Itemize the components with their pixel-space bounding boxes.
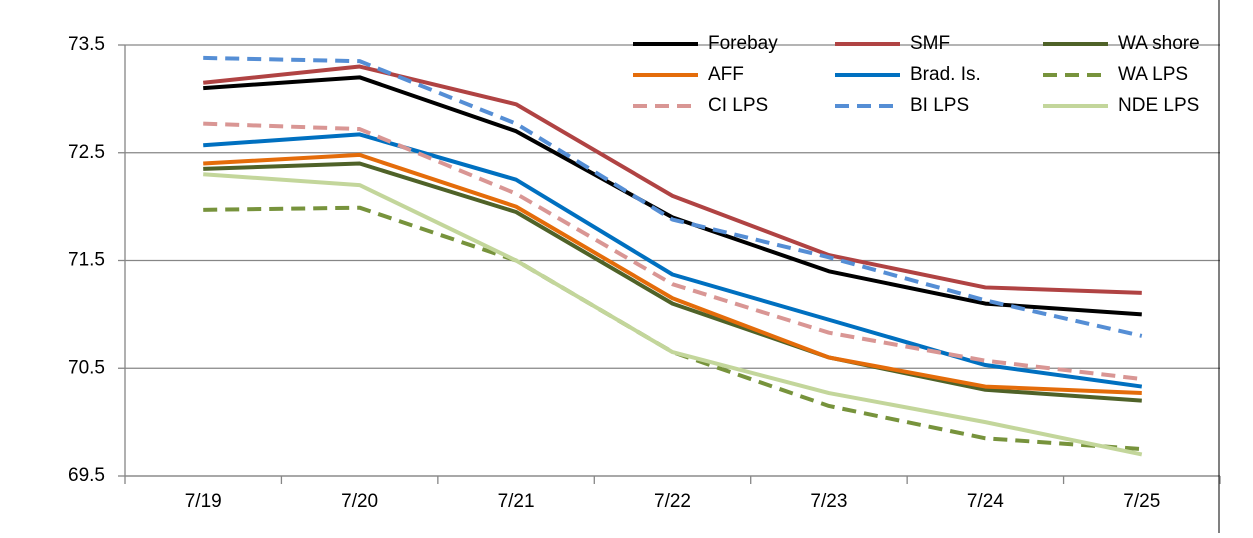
x-tick-label: 7/21 [498,491,535,512]
legend-label: NDE LPS [1118,95,1199,116]
x-tick-label: 7/22 [654,491,691,512]
series-line [203,205,1142,452]
x-tick-label: 7/25 [1123,491,1160,512]
x-tick-label: 7/24 [967,491,1004,512]
x-tick-label: 7/20 [341,491,378,512]
y-tick-label: 71.5 [68,250,105,271]
y-tick-label: 73.5 [68,34,105,55]
y-tick-label: 72.5 [68,142,105,163]
series-line [203,152,1142,396]
series-line [203,161,1142,403]
legend-label: WA shore [1118,33,1200,54]
legend-label: Forebay [708,33,778,54]
series-line [203,64,1142,295]
y-tick-label: 70.5 [68,357,105,378]
legend-label: WA LPS [1118,64,1188,85]
y-tick-label: 69.5 [68,465,105,486]
legend-label: AFF [708,64,744,85]
legend-label: SMF [910,33,950,54]
legend-label: Brad. Is. [910,64,981,85]
x-tick-label: 7/19 [185,491,222,512]
series-line [203,172,1143,457]
series-line [203,121,1143,382]
legend-label: CI LPS [708,95,768,116]
x-tick-label: 7/23 [810,491,847,512]
series-line [203,132,1143,389]
series-line [203,55,1143,338]
legend-label: BI LPS [910,95,969,116]
